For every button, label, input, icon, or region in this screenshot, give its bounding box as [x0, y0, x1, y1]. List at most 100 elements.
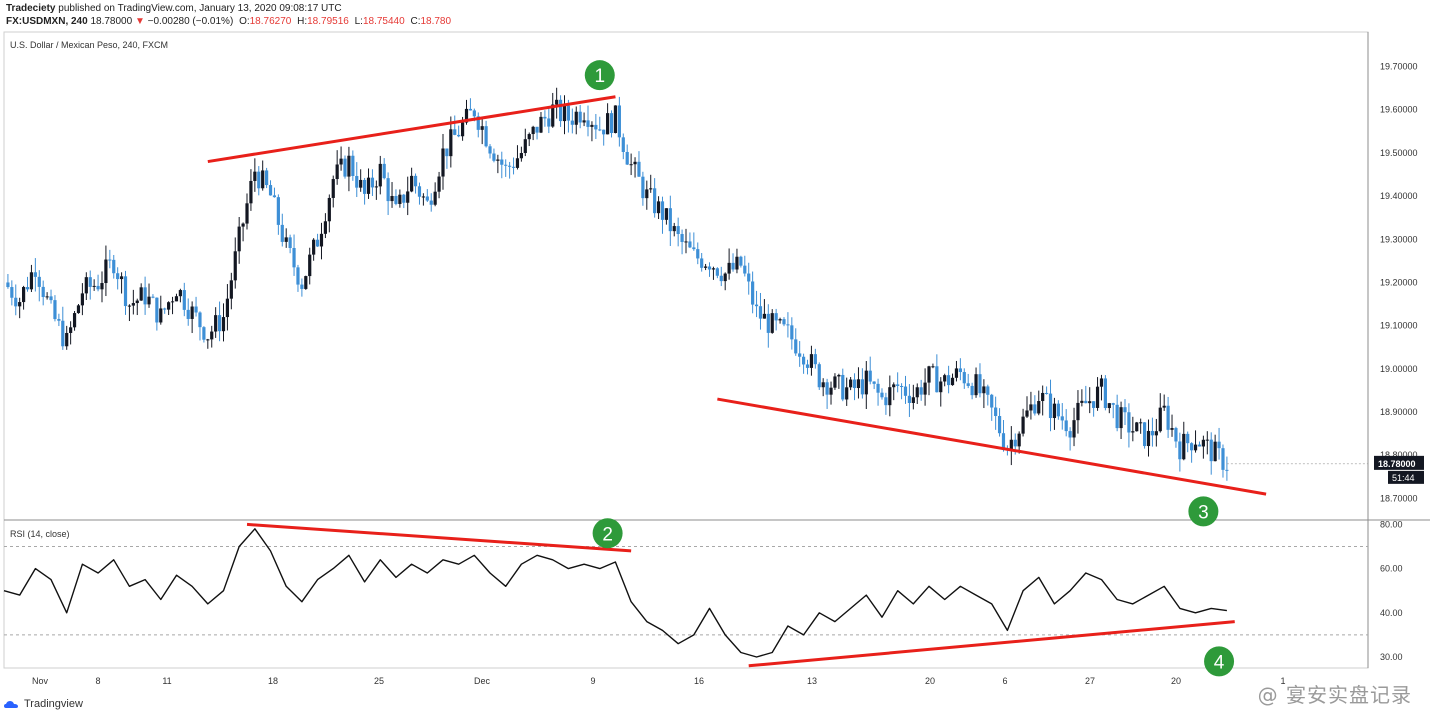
- candle-body: [645, 189, 649, 199]
- candle-body: [119, 276, 124, 280]
- candle-body: [692, 247, 696, 250]
- candle-body: [1170, 428, 1174, 430]
- time-tick-label: 6: [1002, 676, 1007, 686]
- candle-body: [566, 105, 571, 121]
- candle-body: [468, 108, 473, 111]
- candle-body: [476, 116, 480, 130]
- candle-body: [296, 267, 300, 285]
- candle-body: [856, 379, 861, 389]
- price-change: −0.00280 (−0.01%): [147, 16, 234, 27]
- candle-body: [994, 407, 998, 417]
- candle-body: [849, 379, 853, 388]
- candle-body: [1178, 441, 1182, 460]
- candle-body: [762, 313, 766, 319]
- candle-body: [61, 320, 65, 347]
- candle-body: [723, 273, 727, 282]
- candle-body: [602, 129, 606, 135]
- candle-body: [547, 118, 551, 127]
- candle-body: [155, 297, 159, 323]
- candle-body: [76, 305, 81, 314]
- candle-body: [633, 161, 637, 165]
- candle-body: [214, 315, 218, 332]
- candle-body: [688, 241, 692, 248]
- candle-body: [794, 339, 798, 354]
- price-tick-label: 19.10000: [1380, 321, 1418, 331]
- cloud-icon: [4, 701, 18, 708]
- callout-marker-label: 1: [594, 66, 605, 87]
- candle-body: [680, 234, 684, 243]
- high-key: H:: [297, 16, 308, 27]
- candle-body: [319, 233, 324, 247]
- candle-body: [398, 194, 402, 204]
- candle-body: [1150, 430, 1155, 436]
- candle-body: [65, 332, 69, 347]
- candle-body: [217, 315, 222, 332]
- tradingview-logo[interactable]: Tradingview: [4, 698, 83, 710]
- candle-body: [174, 296, 179, 302]
- candle-body: [421, 196, 425, 198]
- candle-body: [413, 175, 418, 187]
- candle-body: [96, 285, 100, 290]
- candle-body: [147, 296, 151, 305]
- time-tick-label: 9: [590, 676, 595, 686]
- candle-body: [876, 383, 880, 393]
- candle-body: [703, 266, 708, 268]
- candle-body: [747, 273, 751, 282]
- candle-body: [1174, 428, 1178, 442]
- candle-body: [582, 120, 586, 123]
- candle-body: [809, 354, 814, 368]
- last-price-badge: [1374, 455, 1424, 470]
- price-trendline: [207, 95, 616, 164]
- candle-body: [131, 303, 135, 306]
- candle-body: [1088, 401, 1092, 404]
- candle-body: [460, 122, 465, 137]
- candle-body: [378, 163, 382, 187]
- symbol-label: FX:USDMXN, 240: [6, 16, 88, 27]
- last-price: 18.78000: [90, 16, 133, 27]
- candle-body: [433, 191, 437, 205]
- candle-body: [45, 296, 49, 298]
- candle-body: [241, 223, 245, 227]
- candle-body: [1084, 400, 1088, 404]
- price-tick-label: 19.50000: [1380, 148, 1418, 158]
- candle-body: [402, 194, 406, 203]
- candle-body: [508, 165, 512, 167]
- time-tick-label: 16: [694, 676, 704, 686]
- candle-body: [845, 387, 849, 400]
- candle-body: [774, 313, 778, 321]
- candle-body: [754, 304, 759, 307]
- candle-body: [986, 386, 990, 395]
- price-tick-label: 19.70000: [1380, 62, 1418, 72]
- candle-body: [782, 319, 786, 325]
- candle-body: [21, 287, 26, 303]
- candle-body: [911, 397, 915, 403]
- candle-body: [221, 317, 226, 332]
- candle-body: [25, 287, 30, 290]
- rsi-tick-label: 80.00: [1380, 519, 1403, 529]
- low-key: L:: [354, 16, 363, 27]
- candle-body: [53, 300, 57, 320]
- rsi-line: [3, 528, 1227, 658]
- candle-body: [343, 158, 347, 177]
- candle-body: [696, 249, 700, 259]
- candle-body: [790, 325, 794, 340]
- candle-body: [453, 129, 457, 135]
- candle-body: [429, 200, 433, 205]
- candle-body: [268, 185, 273, 196]
- author-name: Tradeciety: [6, 3, 56, 14]
- candle-body: [492, 153, 496, 161]
- candle-body: [829, 387, 833, 395]
- candle-body: [1186, 433, 1190, 444]
- candle-body: [1213, 441, 1217, 462]
- candle-body: [821, 382, 825, 388]
- time-tick-label: 8: [95, 676, 100, 686]
- candle-body: [1025, 410, 1029, 417]
- candle-body: [735, 256, 739, 270]
- candle-body: [649, 188, 653, 190]
- candle-body: [351, 155, 355, 176]
- candle-body: [609, 113, 614, 134]
- candle-body: [280, 224, 284, 242]
- candle-body: [178, 290, 182, 297]
- time-tick-label: 25: [374, 676, 384, 686]
